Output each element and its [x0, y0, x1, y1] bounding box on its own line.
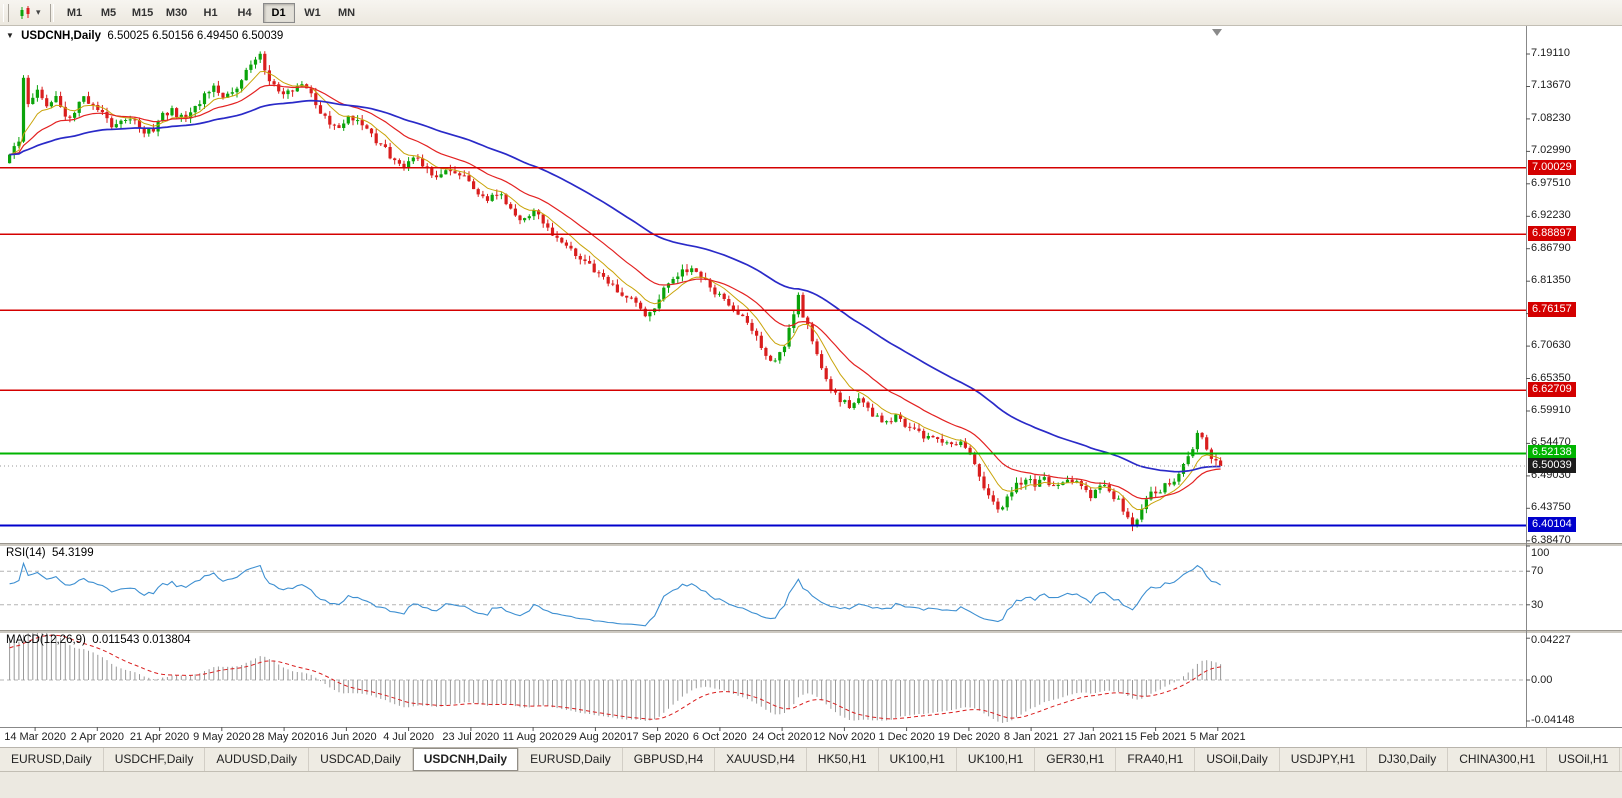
chart-region: ▼ USDCNH,Daily 6.50025 6.50156 6.49450 6…: [0, 26, 1622, 747]
rsi-line: [9, 561, 1221, 627]
timeframe-button-m15[interactable]: M15: [131, 6, 154, 19]
chart-tab-usdcnh-daily-4[interactable]: USDCNH,Daily: [412, 748, 520, 771]
rsi-header: RSI(14) 54.3199: [6, 547, 94, 559]
toolbar-grip[interactable]: [3, 3, 9, 22]
ma-20-line: [9, 84, 1221, 500]
chart-tab-usoil-daily-13[interactable]: USOil,Daily: [1195, 748, 1280, 771]
ma-8-line: [9, 70, 1221, 511]
timeframe-button-m30[interactable]: M30: [165, 6, 188, 19]
macd-value: 0.011543 0.013804: [92, 634, 191, 646]
chart-tab-dj30-daily-15[interactable]: DJ30,Daily: [1367, 748, 1449, 771]
chart-tab-eurusd-daily-5[interactable]: EURUSD,Daily: [519, 748, 623, 771]
chart-tab-audusd-daily-2[interactable]: AUDUSD,Daily: [205, 748, 310, 771]
chart-ohlc-values: 6.50025 6.50156 6.49450 6.50039: [107, 30, 284, 42]
candlestick-chart-icon: [20, 5, 30, 19]
chart-symbol-label: USDCNH,Daily: [21, 30, 102, 42]
timeframe-buttons: M1 M5 M15 M30 H1 H4 D1 W1 MN: [58, 2, 364, 23]
chart-tab-gbpusd-h4-6[interactable]: GBPUSD,H4: [623, 748, 716, 771]
timeframe-button-h1[interactable]: H1: [203, 6, 218, 19]
chart-tab-eurusd-daily-0[interactable]: EURUSD,Daily: [0, 748, 104, 771]
status-bar: [0, 771, 1622, 798]
chart-tab-usdcad-daily-3[interactable]: USDCAD,Daily: [309, 748, 413, 771]
support-resistance-lines: [0, 167, 1526, 527]
macd-header: MACD(12,26,9) 0.011543 0.013804: [6, 634, 191, 646]
chart-tab-usdjpy-h1-14[interactable]: USDJPY,H1: [1280, 748, 1368, 771]
chart-tab-fra40-h1-12[interactable]: FRA40,H1: [1116, 748, 1196, 771]
rsi-pane: [0, 561, 1526, 627]
collapse-arrow-icon[interactable]: ▼: [6, 31, 14, 40]
timeframe-button-m5[interactable]: M5: [100, 6, 117, 19]
chart-tabs: EURUSD,Daily USDCHF,Daily AUDUSD,Daily USDC…: [0, 747, 1622, 771]
rsi-label: RSI(14): [6, 547, 46, 559]
timeframe-button-m1[interactable]: M1: [66, 6, 83, 19]
chart-tool-button[interactable]: ▾: [14, 2, 45, 24]
toolbar-separator: [49, 3, 54, 22]
ma-55-line: [9, 99, 1221, 473]
timeframe-button-h4[interactable]: H4: [237, 6, 252, 19]
chart-shift-marker: [1212, 29, 1222, 36]
macd-pane: [0, 633, 1526, 723]
macd-label: MACD(12,26,9): [6, 634, 86, 646]
chart-tab-uk100-h1-9[interactable]: UK100,H1: [879, 748, 957, 771]
rsi-value: 54.3199: [52, 547, 94, 559]
chart-tab-usoil-h1-17[interactable]: USOil,H1: [1547, 748, 1621, 771]
chart-tab-ger30-h1-11[interactable]: GER30,H1: [1035, 748, 1117, 771]
candles-layer: [8, 51, 1223, 532]
timeframe-button-mn[interactable]: MN: [337, 6, 356, 19]
price-chart-canvas[interactable]: [0, 26, 1622, 747]
dropdown-arrow-icon: ▾: [36, 7, 41, 17]
timeframe-button-d1[interactable]: D1: [262, 2, 295, 23]
chart-tab-china300-h1-16[interactable]: CHINA300,H1: [1448, 748, 1548, 771]
chart-header: ▼ USDCNH,Daily 6.50025 6.50156 6.49450 6…: [6, 30, 283, 42]
chart-tab-xauusd-h4-7[interactable]: XAUUSD,H4: [715, 748, 807, 771]
chart-tab-usdchf-daily-1[interactable]: USDCHF,Daily: [104, 748, 206, 771]
chart-tab-uk100-h1-10[interactable]: UK100,H1: [957, 748, 1036, 771]
chart-tab-hk50-h1-8[interactable]: HK50,H1: [807, 748, 879, 771]
timeframe-button-w1[interactable]: W1: [304, 6, 321, 19]
toolbar: ▾ M1 M5 M15 M30 H1 H4 D1 W1 MN: [0, 0, 1622, 26]
macd-signal-line: [9, 634, 1221, 720]
